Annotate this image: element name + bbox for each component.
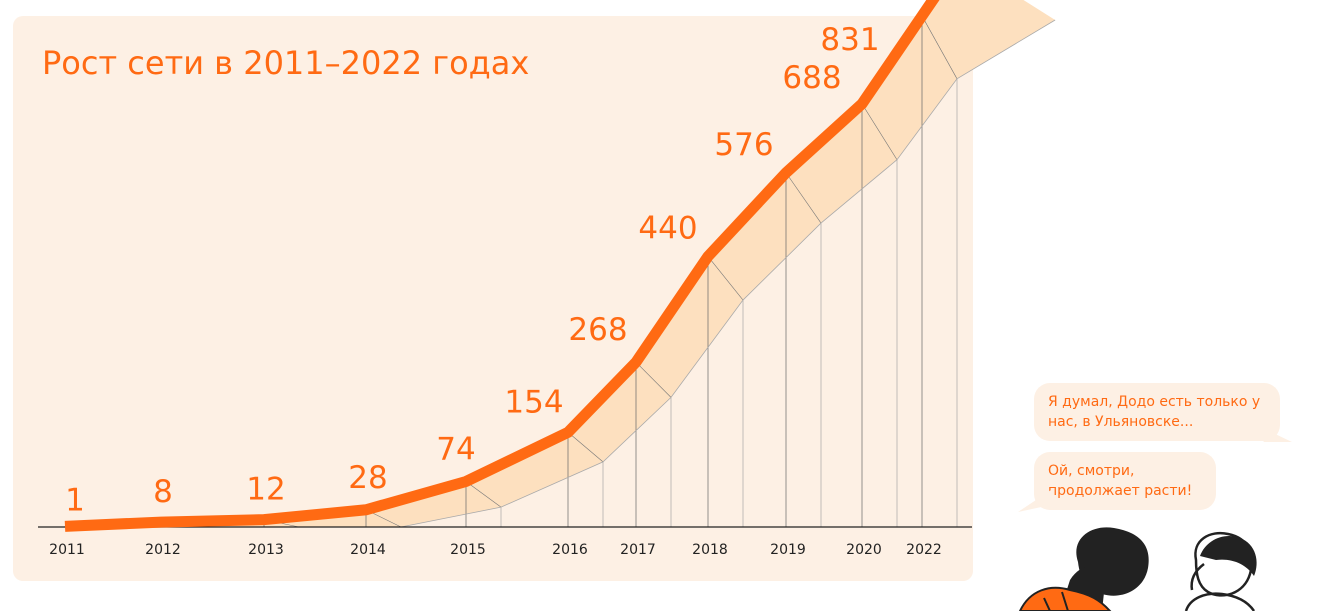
speech-bubble-2-tail [1018,488,1054,512]
x-tick-label-2022: 2022 [906,542,942,558]
x-tick-label-2017: 2017 [620,542,656,558]
x-tick-label-2019: 2019 [770,542,806,558]
x-tick-label-2014: 2014 [350,542,386,558]
data-label-2011: 1 [65,482,85,518]
band-edge-2015 [465,481,502,508]
data-label-2013: 12 [246,472,285,508]
chart-title: Рост сети в 2011–2022 годах [42,44,530,82]
data-label-2020: 688 [782,60,841,96]
growth-band [65,0,1056,527]
data-label-2016: 154 [504,384,563,420]
data-label-2022: 831 [820,22,879,58]
band-edge-2020 [861,103,898,160]
x-tick-label-2016: 2016 [552,542,588,558]
band-edge-2018 [707,256,744,301]
cartoon-characters [1018,527,1257,611]
band-edge-2016 [567,432,604,463]
data-label-2019: 576 [714,127,773,163]
x-tick-label-2020: 2020 [846,542,882,558]
speech-bubble-2: Ой, смотри, продолжает расти! [1034,452,1216,510]
x-tick-label-2013: 2013 [248,542,284,558]
data-label-2017: 268 [568,312,627,348]
band-edge-2019 [785,172,822,224]
band-edge-2022 [921,15,958,79]
speech-bubble-1: Я думал, Додо есть только у нас, в Ульян… [1034,383,1280,441]
growth-line [64,0,940,532]
x-tick-label-2011: 2011 [49,542,85,558]
character-right-illustration [1184,531,1257,611]
data-label-2018: 440 [638,210,697,246]
speech-bubble-1-text: Я думал, Додо есть только у нас, в Ульян… [1048,394,1261,430]
band-edge-2017 [635,361,672,398]
data-label-2014: 28 [348,460,387,496]
data-label-2012: 8 [153,474,173,510]
x-tick-label-2015: 2015 [450,542,486,558]
speech-bubble-1-tail [1246,420,1292,442]
character-left-illustration [1018,527,1149,611]
x-tick-label-2018: 2018 [692,542,728,558]
x-tick-label-2012: 2012 [145,542,181,558]
data-label-2015: 74 [436,431,475,467]
speech-bubble-2-text: Ой, смотри, продолжает расти! [1048,463,1193,499]
